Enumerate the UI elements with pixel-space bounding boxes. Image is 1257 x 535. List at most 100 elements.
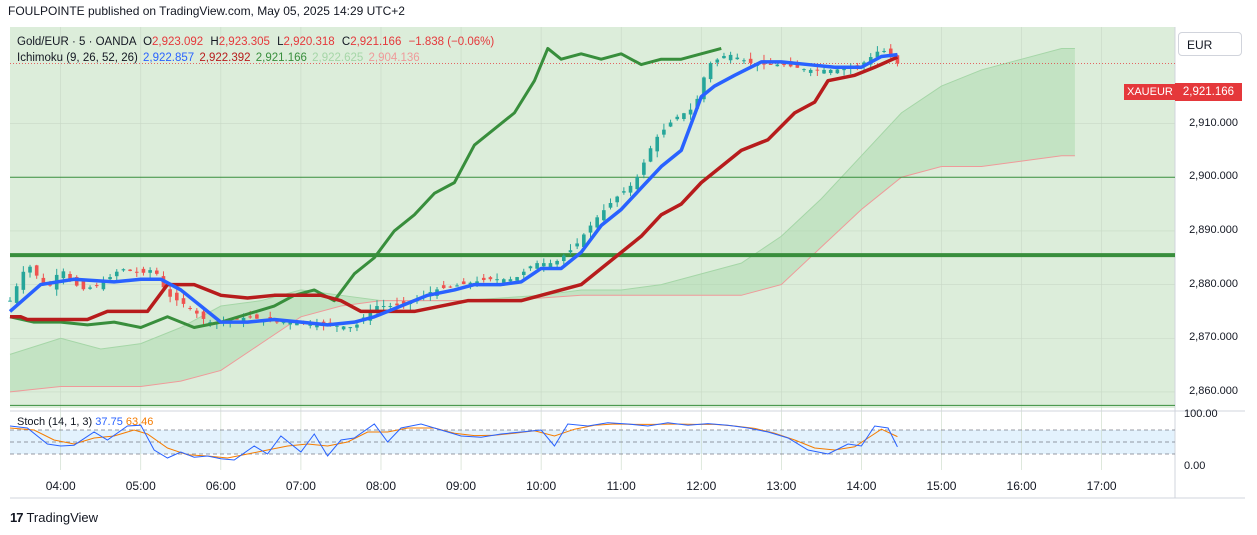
open-value: 2,923.092 bbox=[152, 36, 204, 48]
stoch-d-line bbox=[9, 423, 898, 459]
stoch-k-line bbox=[9, 422, 898, 461]
candle-body bbox=[21, 271, 26, 290]
candle-body bbox=[682, 113, 686, 119]
candle-body bbox=[94, 285, 99, 287]
time-tick-label: 11:00 bbox=[606, 479, 636, 493]
candle-body bbox=[541, 263, 546, 267]
candle-body bbox=[108, 277, 112, 280]
chart-legend: Gold/EUR · 5 · OANDA O2,923.092 H2,923.3… bbox=[17, 34, 494, 66]
candle-body bbox=[188, 307, 192, 309]
candle-body bbox=[795, 64, 800, 68]
time-tick-label: 06:00 bbox=[205, 479, 236, 493]
candle-body bbox=[74, 277, 79, 286]
candle-body bbox=[101, 282, 106, 290]
candle-body bbox=[662, 129, 666, 135]
candle-body bbox=[808, 69, 813, 73]
symbol-price-tag: XAUEUR bbox=[1124, 84, 1176, 100]
span-a-value: 2,922.625 bbox=[312, 52, 364, 64]
candle-body bbox=[34, 265, 39, 276]
candle-body bbox=[281, 322, 286, 324]
span-b-line bbox=[9, 155, 1075, 393]
candle-body bbox=[635, 176, 640, 190]
candle-body bbox=[241, 317, 246, 323]
ichimoku-legend-row: Ichimoku (9, 26, 52, 26) 2,922.857 2,922… bbox=[17, 50, 494, 66]
candle-body bbox=[595, 217, 599, 228]
candle-body bbox=[708, 63, 713, 80]
candle-body bbox=[608, 203, 613, 208]
time-tick-label: 12:00 bbox=[686, 479, 717, 493]
candle-body bbox=[341, 326, 346, 330]
candle-body bbox=[615, 196, 619, 203]
candle-body bbox=[775, 64, 780, 67]
stoch-k-value: 37.75 bbox=[95, 416, 123, 428]
tradingview-footer[interactable]: 17 TradingView bbox=[10, 510, 98, 525]
time-tick-label: 07:00 bbox=[285, 479, 316, 493]
candle-body bbox=[68, 274, 72, 279]
candle-body bbox=[882, 50, 886, 52]
stoch-legend: Stoch (14, 1, 3) 37.75 63.46 bbox=[17, 416, 153, 428]
candle-body bbox=[208, 322, 212, 324]
candle-body bbox=[61, 271, 66, 279]
candle-body bbox=[675, 116, 680, 120]
stoch-tick-label: 0.00 bbox=[1184, 460, 1206, 472]
candle-body bbox=[875, 51, 880, 58]
high-label: H bbox=[210, 36, 219, 48]
candle-body bbox=[28, 266, 32, 273]
lagging-span-line bbox=[9, 46, 722, 330]
candle-body bbox=[895, 55, 900, 64]
candle-body bbox=[375, 306, 379, 311]
candle-body bbox=[648, 148, 653, 162]
candle-body bbox=[715, 59, 720, 63]
candle-body bbox=[448, 286, 453, 288]
candle-body bbox=[168, 289, 172, 297]
candle-body bbox=[175, 292, 179, 301]
candle-body bbox=[395, 303, 399, 306]
candle-body bbox=[181, 298, 186, 304]
candle-body bbox=[562, 255, 566, 262]
candle-body bbox=[148, 270, 152, 273]
candle-body bbox=[602, 210, 606, 221]
candle-body bbox=[495, 279, 499, 281]
candle-body bbox=[48, 284, 52, 286]
time-tick-label: 16:00 bbox=[1006, 479, 1037, 493]
time-tick-label: 15:00 bbox=[926, 479, 957, 493]
candle-body bbox=[521, 271, 526, 275]
candle-body bbox=[388, 306, 393, 308]
candle-body bbox=[742, 60, 746, 62]
candle-body bbox=[835, 69, 840, 74]
candle-body bbox=[335, 325, 339, 327]
candle-body bbox=[368, 310, 373, 321]
price-tick-label: 2,870.000 bbox=[1189, 331, 1238, 344]
candle-body bbox=[14, 286, 19, 303]
time-tick-label: 05:00 bbox=[125, 479, 156, 493]
candle-body bbox=[888, 48, 893, 58]
candle-body bbox=[255, 314, 259, 319]
candle-body bbox=[455, 285, 459, 287]
stoch-label: Stoch (14, 1, 3) bbox=[17, 416, 93, 428]
symbol-label: Gold/EUR · 5 · OANDA bbox=[17, 36, 136, 48]
candle-body bbox=[488, 277, 493, 280]
time-tick-label: 13:00 bbox=[766, 479, 797, 493]
candle-body bbox=[515, 277, 519, 281]
candle-body bbox=[802, 69, 806, 71]
candle-body bbox=[822, 69, 826, 74]
currency-selector[interactable]: EUR bbox=[1178, 32, 1242, 56]
low-value: 2,920.318 bbox=[283, 36, 335, 48]
candle-body bbox=[114, 271, 119, 277]
time-tick-label: 04:00 bbox=[45, 479, 76, 493]
base-value: 2,922.392 bbox=[199, 52, 251, 64]
high-value: 2,923.305 bbox=[218, 36, 270, 48]
candle-body bbox=[728, 54, 733, 61]
candle-body bbox=[121, 269, 126, 271]
candle-body bbox=[748, 58, 753, 63]
change-value: −1.838 (−0.06%) bbox=[408, 36, 495, 48]
candle-body bbox=[642, 162, 646, 175]
candle-body bbox=[8, 300, 12, 302]
candle-body bbox=[842, 68, 846, 71]
span-a-line bbox=[9, 47, 1075, 355]
candle-body bbox=[295, 322, 299, 326]
candle-body bbox=[195, 310, 199, 314]
price-pane-background bbox=[10, 27, 1175, 408]
candle-body bbox=[501, 279, 506, 283]
